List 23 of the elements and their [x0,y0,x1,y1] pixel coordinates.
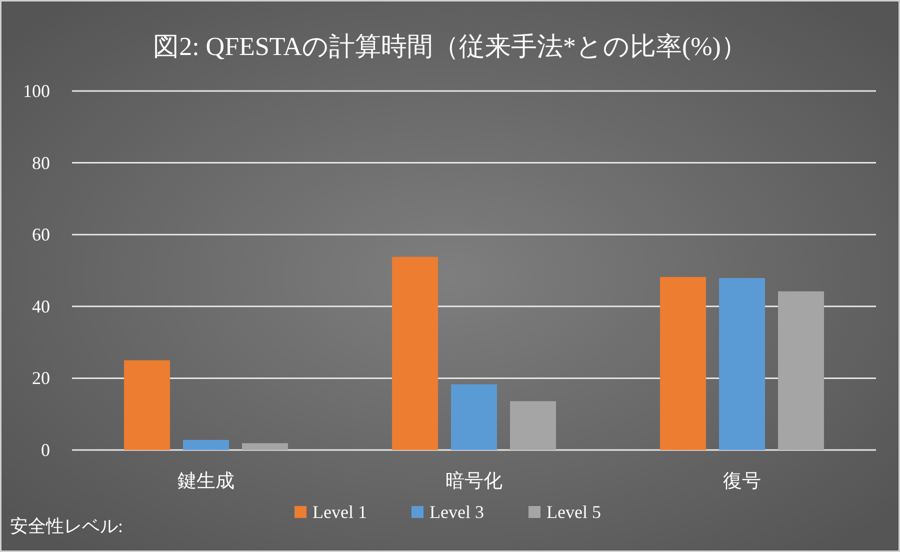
y-tick-label: 60 [32,224,50,245]
legend-label: Level 5 [546,502,601,522]
bar [242,443,288,450]
bar [510,401,556,450]
bar [719,278,765,450]
y-tick-label: 100 [23,81,50,101]
y-tick-label: 80 [32,152,50,173]
y-tick-label: 20 [32,368,50,388]
legend-title: 安全性レベル: [10,516,124,536]
chart-title: 図2: QFESTAの計算時間（従来手法*との比率(%)） [153,32,747,61]
bar [660,276,706,450]
bar [451,384,497,450]
x-tick-label: 鍵生成 [178,471,234,492]
bar [778,291,824,450]
x-tick-label: 復号 [723,471,761,492]
bar [124,360,170,450]
bar [183,440,229,450]
x-tick-label: 暗号化 [446,470,502,492]
y-tick-label: 40 [32,296,50,316]
legend-label: Level 3 [430,502,484,522]
legend-label: Level 1 [312,502,367,522]
bar [392,256,438,450]
y-tick-label: 0 [41,440,50,460]
